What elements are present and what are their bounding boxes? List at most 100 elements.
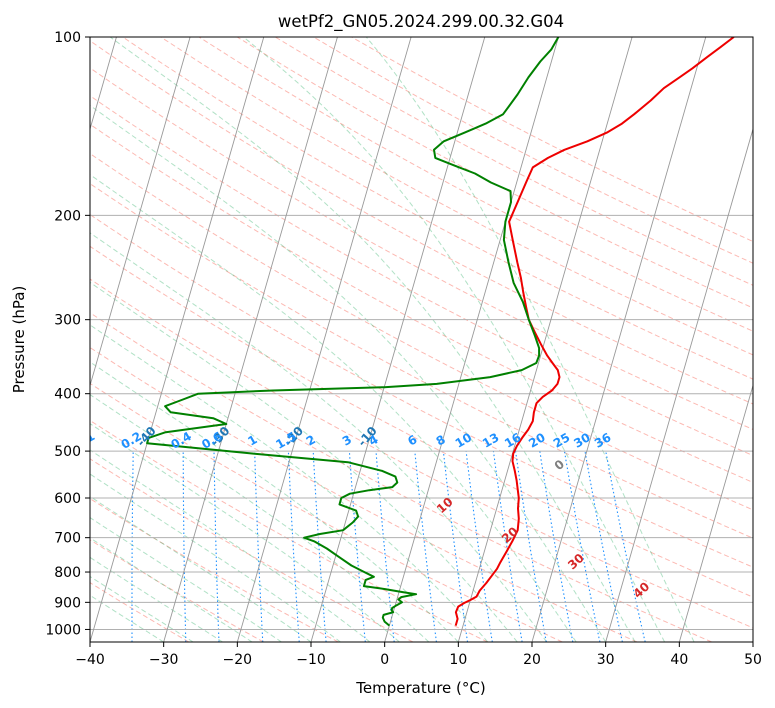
y-tick-label: 300 xyxy=(54,313,81,329)
y-tick-label: 600 xyxy=(54,491,81,507)
x-tick-label: −30 xyxy=(149,652,179,668)
y-tick-label: 500 xyxy=(54,444,81,460)
plot-frame xyxy=(89,36,754,643)
mixing-ratio-label: 36 xyxy=(592,430,613,450)
mixing-ratio-label: 30 xyxy=(571,430,592,450)
x-tick-label: −40 xyxy=(75,652,105,668)
mixing-ratio-line xyxy=(182,451,187,642)
sounding-profiles xyxy=(146,37,735,627)
isotherm-line xyxy=(90,37,191,388)
dry-adiabat-line xyxy=(90,539,264,642)
mixing-ratio-label: 6 xyxy=(405,432,419,448)
mixing-ratio-label: 2 xyxy=(304,432,318,448)
mixing-ratio-label: 10 xyxy=(453,430,474,450)
mixing-ratio-line xyxy=(254,451,264,642)
y-tick-label: 100 xyxy=(54,30,81,46)
dry-adiabat-line xyxy=(275,37,753,286)
moist-adiabat-line xyxy=(90,517,282,642)
mixing-ratio-label: 16 xyxy=(502,430,523,450)
moist-adiabat-line xyxy=(90,423,400,642)
dry-adiabat-line xyxy=(90,419,488,642)
dry-adiabat-line xyxy=(90,458,414,642)
y-tick-label: 900 xyxy=(54,595,81,611)
x-tick-label: 0 xyxy=(380,652,389,668)
moist-adiabat-line xyxy=(365,37,695,642)
isotherm-line xyxy=(752,640,753,642)
dry-adiabat-label: 0 xyxy=(552,457,567,473)
y-tick-label: 1000 xyxy=(45,622,81,638)
isotherm-lines xyxy=(90,37,753,642)
isotherm-line xyxy=(457,37,633,642)
isotherm-line xyxy=(90,37,265,642)
dry-adiabat-line xyxy=(198,37,753,332)
y-axis-title: Pressure (hPa) xyxy=(10,286,28,394)
mixing-ratio-line xyxy=(414,451,437,642)
isotherm-line xyxy=(384,37,559,642)
isotherm-line xyxy=(236,37,412,642)
dry-adiabat-line xyxy=(90,497,339,642)
mixing-ratio-label: 20 xyxy=(526,430,547,450)
moist-adiabat-line xyxy=(90,537,253,642)
dry-adiabat-line xyxy=(90,245,753,598)
dry-adiabat-line xyxy=(90,95,753,457)
mixing-ratio-line xyxy=(131,451,134,642)
isotherm-line xyxy=(678,383,753,642)
mixing-ratio-label: 13 xyxy=(480,430,501,450)
moist-adiabat-line xyxy=(90,393,430,642)
moist-adiabat-line xyxy=(90,361,459,642)
moist-adiabat-line xyxy=(109,37,636,642)
x-tick-label: 30 xyxy=(597,652,615,668)
mixing-ratio-line xyxy=(465,451,493,642)
x-tick-label: 20 xyxy=(523,652,541,668)
pressure-gridlines xyxy=(90,37,753,630)
mixing-ratio-line xyxy=(82,451,87,642)
dry-adiabat-line xyxy=(90,346,638,642)
isotherm-line xyxy=(605,127,753,642)
mixing-ratio-label: 8 xyxy=(434,432,448,448)
moist-adiabat-line xyxy=(90,473,341,642)
x-tick-label: 50 xyxy=(744,652,762,668)
dry-adiabat-line xyxy=(90,40,753,405)
y-tick-label: 200 xyxy=(54,208,81,224)
y-tick-label: 400 xyxy=(54,387,81,403)
isotherm-line xyxy=(310,37,486,642)
mixing-ratio-line xyxy=(375,451,395,642)
moist-adiabat-line xyxy=(90,281,518,642)
mixing-ratio-line xyxy=(584,451,623,642)
x-tick-label: 10 xyxy=(449,652,467,668)
mixing-ratio-line xyxy=(348,451,366,642)
dry-adiabat-line xyxy=(122,37,753,380)
dry-adiabat-line xyxy=(90,382,563,642)
dry-adiabat-line xyxy=(90,278,753,629)
mixing-ratio-label: 3 xyxy=(340,432,354,448)
mixing-ratio-label: 1 xyxy=(245,432,259,448)
background-lines xyxy=(82,37,753,642)
moist-adiabat-line xyxy=(90,174,577,642)
x-tick-label: −10 xyxy=(296,652,326,668)
moist-adiabat-line xyxy=(90,495,312,642)
dry-adiabat-line xyxy=(90,582,190,642)
isotherm-line xyxy=(163,37,338,642)
dry-adiabat-line xyxy=(160,37,753,356)
dry-adiabat-line xyxy=(90,183,753,539)
x-tick-label: 40 xyxy=(670,652,688,668)
mixing-ratio-line xyxy=(492,451,523,642)
isotherm-line xyxy=(531,37,707,642)
moist-adiabat-line xyxy=(90,324,489,642)
mixing-ratio-line xyxy=(442,451,469,642)
moist-adiabat-label: 30 xyxy=(565,551,587,573)
dry-adiabat-line xyxy=(90,312,712,642)
chart-title: wetPf2_GN05.2024.299.00.32.G04 xyxy=(278,12,564,32)
mixing-ratio-line xyxy=(287,451,300,642)
axes: −40 −30 −20 −10 0 10 20 30 40 5010020030040050060… xyxy=(45,30,762,668)
mixing-ratio-label: 4 xyxy=(366,432,380,448)
isotherm-label: -60 xyxy=(0,424,12,449)
dry-adiabat-line xyxy=(90,67,753,430)
dewpoint-profile-line xyxy=(146,37,560,627)
mixing-ratio-line xyxy=(563,451,601,642)
y-tick-label: 800 xyxy=(54,565,81,581)
x-tick-label: −20 xyxy=(223,652,253,668)
y-tick-label: 700 xyxy=(54,531,81,547)
temperature-profile-line xyxy=(454,37,735,626)
